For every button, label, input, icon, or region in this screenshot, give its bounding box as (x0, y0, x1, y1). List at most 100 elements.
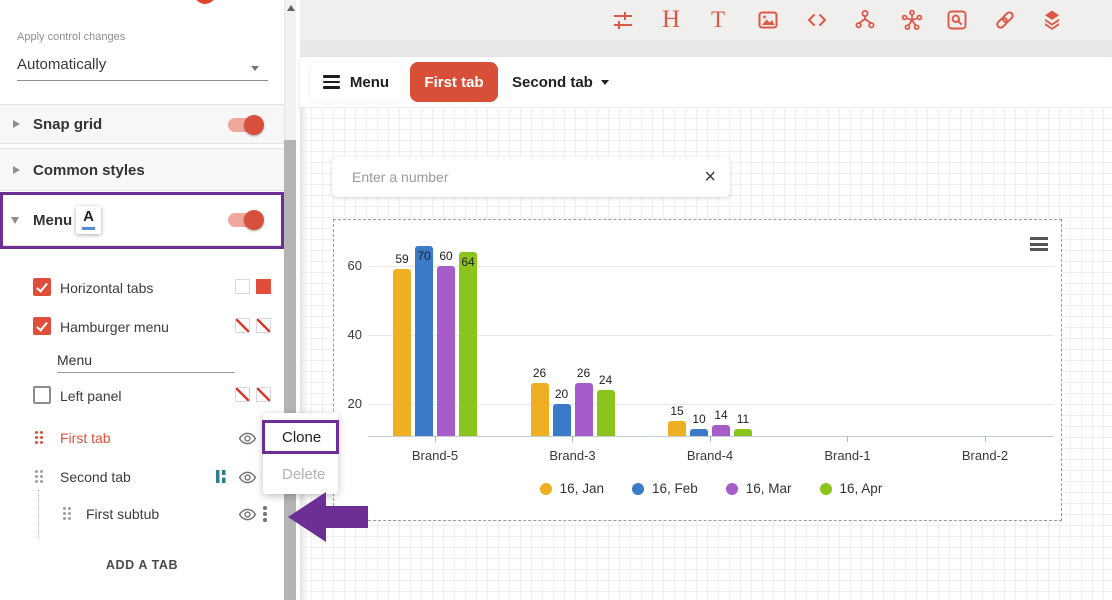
chart-bar[interactable] (393, 269, 411, 436)
section-menu[interactable]: Menu A (0, 195, 284, 246)
left-panel-label: Left panel (60, 388, 122, 404)
left-panel-color-swatch-2[interactable] (256, 387, 271, 402)
add-tab-button[interactable]: ADD A TAB (105, 558, 179, 572)
canvas-left-shadow (300, 107, 308, 600)
share-node-icon[interactable] (853, 8, 877, 32)
hamburger-color-swatch-1[interactable] (235, 318, 250, 333)
bar-value-label: 24 (598, 373, 613, 388)
menu-bar-tab-second[interactable]: Second tab (512, 62, 609, 102)
left-panel-color-swatch-1[interactable] (235, 387, 250, 402)
chart-gridline (368, 266, 1054, 267)
sidebar-tab-second[interactable]: Second tab (60, 469, 131, 485)
snap-grid-label: Snap grid (33, 116, 103, 133)
drag-handle-icon[interactable] (35, 470, 43, 483)
number-input[interactable] (332, 169, 691, 185)
sidebar-tab-first[interactable]: First tab (60, 430, 111, 446)
chart-bar[interactable] (734, 429, 752, 436)
snap-grid-toggle[interactable] (228, 115, 264, 135)
scrollbar-up-arrow-icon[interactable] (287, 5, 295, 11)
hamburger-color-swatch-2[interactable] (256, 318, 271, 333)
legend-label: 16, Apr (839, 481, 883, 496)
legend-item[interactable]: 16, Jan (539, 481, 604, 496)
link-icon[interactable] (993, 8, 1017, 32)
expand-down-icon[interactable] (11, 217, 19, 224)
tree-indent-line (38, 490, 39, 538)
annotation-clone-highlight (262, 420, 339, 454)
legend-item[interactable]: 16, Mar (725, 481, 792, 496)
apply-control-label: Apply control changes (17, 31, 126, 43)
select-underline (17, 80, 268, 81)
chart-gridline (368, 335, 1054, 336)
floating-action-button-partial[interactable] (194, 0, 216, 4)
top-toolbar: H T (300, 0, 1112, 40)
x-axis-tick (709, 436, 711, 442)
bar-value-label: 20 (554, 387, 569, 401)
heading-icon[interactable]: H (661, 6, 681, 33)
tabs-color-swatch-red[interactable] (256, 279, 271, 294)
select-caret-icon[interactable] (251, 66, 259, 71)
eye-icon[interactable] (238, 429, 257, 453)
chart-bar[interactable] (690, 429, 708, 436)
menu-text-underline (57, 372, 235, 373)
chart-bar[interactable] (712, 424, 730, 436)
x-axis-category-label: Brand-1 (824, 448, 871, 463)
chart-widget[interactable]: 20 40 60 Brand-5 Brand-3 Brand-4 Brand-1 Brand-… (333, 219, 1062, 521)
chart-bar[interactable] (596, 390, 615, 436)
apply-control-select[interactable]: Automatically (17, 56, 107, 73)
section-common-styles[interactable]: Common styles (0, 148, 284, 191)
sidebar-tab-first-subtub[interactable]: First subtub (86, 506, 160, 522)
chart-bar[interactable] (530, 383, 549, 436)
chart-bar[interactable] (415, 246, 433, 436)
context-menu-clone[interactable]: Clone (282, 428, 322, 446)
chart-bar[interactable] (552, 404, 571, 436)
drag-handle-icon[interactable] (35, 431, 43, 444)
chart-bar[interactable] (668, 421, 686, 436)
section-snap-grid[interactable]: Snap grid (0, 104, 284, 144)
code-icon[interactable] (805, 8, 829, 32)
chart-menu-icon[interactable] (1030, 237, 1048, 251)
chart-bar[interactable] (574, 383, 593, 436)
second-tab-label: Second tab (512, 73, 593, 91)
search-box-icon[interactable] (945, 8, 969, 32)
expand-right-icon[interactable] (13, 120, 20, 128)
clear-input-icon[interactable]: × (704, 166, 716, 188)
hamburger-menu-checkbox[interactable] (33, 317, 51, 335)
x-axis-category-label: Brand-4 (686, 448, 734, 463)
x-axis-tick (984, 436, 986, 442)
eye-icon[interactable] (238, 505, 257, 529)
horizontal-tabs-checkbox[interactable] (33, 278, 51, 296)
y-axis-tick-label: 40 (347, 327, 362, 342)
x-axis-tick (434, 436, 436, 442)
bar-value-label: 70 (417, 249, 431, 263)
annotation-menu-highlight (0, 192, 284, 249)
menu-text-input[interactable]: Menu (57, 352, 93, 368)
sliders-icon[interactable] (611, 8, 635, 32)
eye-icon[interactable] (238, 468, 257, 492)
expand-right-icon[interactable] (13, 166, 20, 174)
font-style-button[interactable]: A (76, 206, 101, 234)
image-icon[interactable] (756, 8, 780, 32)
text-icon[interactable]: T (710, 7, 726, 32)
chart-bar[interactable] (459, 252, 477, 436)
context-menu-delete: Delete (282, 465, 326, 483)
menu-bar-tab-first[interactable]: First tab (410, 62, 498, 102)
legend-dot-icon (631, 482, 644, 495)
menu-toggle[interactable] (228, 210, 264, 230)
chart-element-icon (216, 468, 229, 489)
left-panel-checkbox[interactable] (33, 386, 51, 404)
y-axis-tick-label: 20 (347, 396, 362, 411)
legend-item[interactable]: 16, Feb (631, 481, 698, 496)
cluster-node-icon[interactable] (900, 8, 924, 32)
drag-handle-icon[interactable] (63, 507, 71, 520)
toggle-knob (244, 115, 264, 135)
bar-value-label: 59 (395, 252, 409, 267)
tabs-color-swatch-empty[interactable] (235, 279, 250, 294)
chart-bar[interactable] (437, 266, 455, 436)
chevron-down-icon (600, 79, 609, 85)
legend-item[interactable]: 16, Apr (819, 481, 883, 496)
bar-value-label: 64 (461, 255, 475, 270)
x-axis-category-label: Brand-2 (961, 448, 1009, 463)
more-options-icon[interactable] (263, 506, 267, 522)
layers-icon[interactable] (1040, 8, 1064, 32)
hamburger-menu-button[interactable]: Menu (310, 62, 402, 102)
